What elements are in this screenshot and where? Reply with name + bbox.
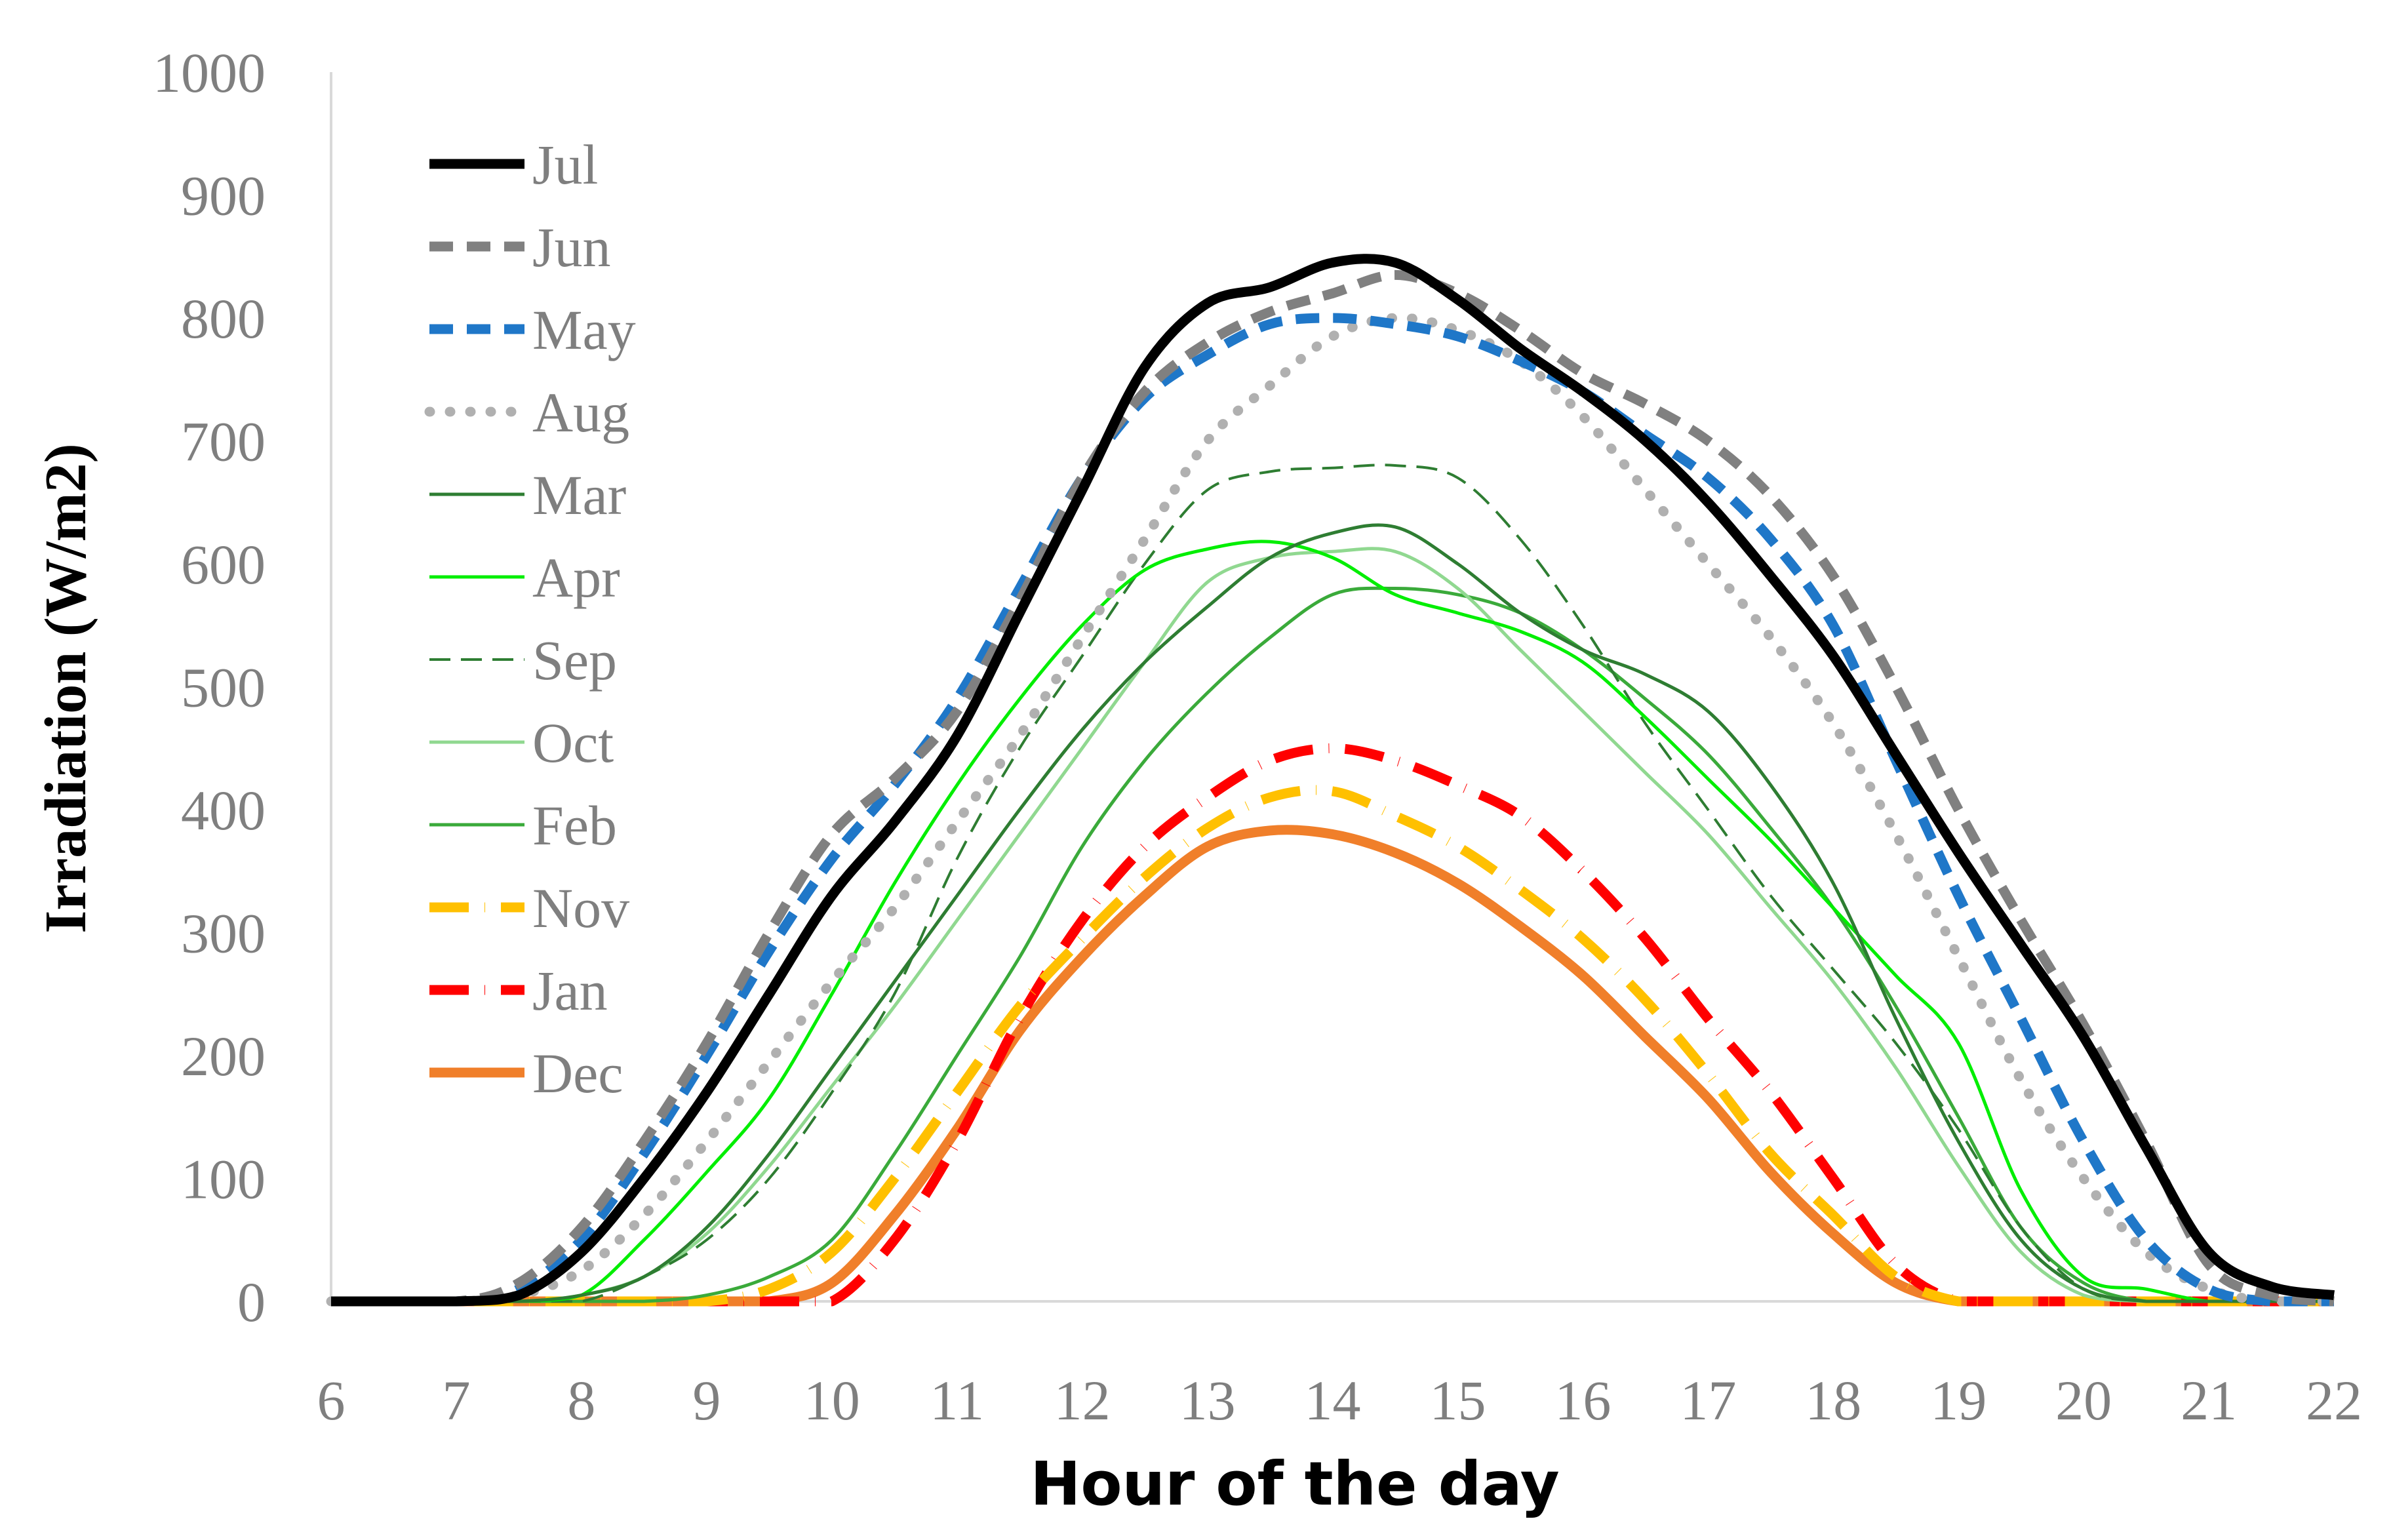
series-line-jun xyxy=(331,269,2335,1307)
legend-label-jul: Jul xyxy=(532,133,598,196)
series-layer xyxy=(326,254,2339,1307)
x-tick-label: 8 xyxy=(567,1369,595,1432)
y-tick-labels: 0 100 200 300 400 500 600 700 800 900 1000 xyxy=(153,41,266,1333)
legend-label-oct: Oct xyxy=(532,711,614,774)
y-tick-label: 900 xyxy=(181,165,266,227)
x-tick-label: 11 xyxy=(930,1369,984,1432)
x-tick-label: 18 xyxy=(1805,1369,1861,1432)
series-line-mar xyxy=(331,523,2334,1303)
plot-area xyxy=(330,72,2334,1303)
x-tick-label: 13 xyxy=(1179,1369,1236,1432)
x-tick-label: 21 xyxy=(2181,1369,2237,1432)
legend-label-may: May xyxy=(532,298,636,361)
x-axis-title: Hour of the day xyxy=(1030,1449,1559,1519)
x-tick-label: 16 xyxy=(1554,1369,1611,1432)
y-tick-label: 100 xyxy=(181,1148,266,1211)
series-line-jul xyxy=(331,254,2335,1307)
y-tick-label: 700 xyxy=(181,410,266,473)
x-tick-label: 10 xyxy=(804,1369,860,1432)
y-tick-label: 400 xyxy=(181,779,266,842)
legend-label-jan: Jan xyxy=(532,959,608,1022)
x-tick-label: 7 xyxy=(442,1369,470,1432)
y-tick-label: 600 xyxy=(181,533,266,596)
y-tick-label: 300 xyxy=(181,902,266,965)
series-line-aug xyxy=(326,313,2339,1307)
series-line-oct xyxy=(331,547,2334,1303)
x-tick-label: 20 xyxy=(2055,1369,2112,1432)
series-line-dec xyxy=(331,825,2334,1307)
series-line-nov xyxy=(331,785,2334,1307)
legend-label-dec: Dec xyxy=(532,1042,623,1105)
series-line-may xyxy=(331,313,2334,1307)
x-tick-labels: 6 7 8 9 10 11 12 13 14 15 16 17 18 19 20 21 22 xyxy=(317,1369,2363,1432)
legend: Jul Jun May Aug Mar Apr Sep Oct Feb Nov Jan Dec xyxy=(424,133,636,1105)
x-tick-label: 12 xyxy=(1054,1369,1111,1432)
x-tick-label: 14 xyxy=(1305,1369,1361,1432)
y-tick-label: 800 xyxy=(181,287,266,350)
x-tick-label: 17 xyxy=(1680,1369,1736,1432)
legend-label-aug: Aug xyxy=(532,381,629,444)
y-tick-label: 1000 xyxy=(153,41,266,104)
x-tick-label: 6 xyxy=(317,1369,346,1432)
legend-label-sep: Sep xyxy=(532,629,617,692)
y-tick-label: 0 xyxy=(237,1271,266,1333)
y-axis-title: Irradiation (W/m2) xyxy=(33,443,98,933)
y-tick-label: 500 xyxy=(181,656,266,719)
legend-label-jun: Jun xyxy=(532,216,610,279)
series-line-apr xyxy=(331,540,2334,1303)
legend-label-nov: Nov xyxy=(532,877,629,939)
legend-label-feb: Feb xyxy=(532,794,617,857)
series-line-feb xyxy=(331,586,2334,1303)
x-tick-label: 19 xyxy=(1930,1369,1987,1432)
x-tick-label: 9 xyxy=(692,1369,721,1432)
y-tick-label: 200 xyxy=(181,1025,266,1088)
legend-label-apr: Apr xyxy=(532,546,620,609)
legend-label-mar: Mar xyxy=(532,464,626,526)
x-tick-label: 15 xyxy=(1429,1369,1486,1432)
series-line-jan xyxy=(331,743,2334,1307)
x-tick-label: 22 xyxy=(2306,1369,2362,1432)
